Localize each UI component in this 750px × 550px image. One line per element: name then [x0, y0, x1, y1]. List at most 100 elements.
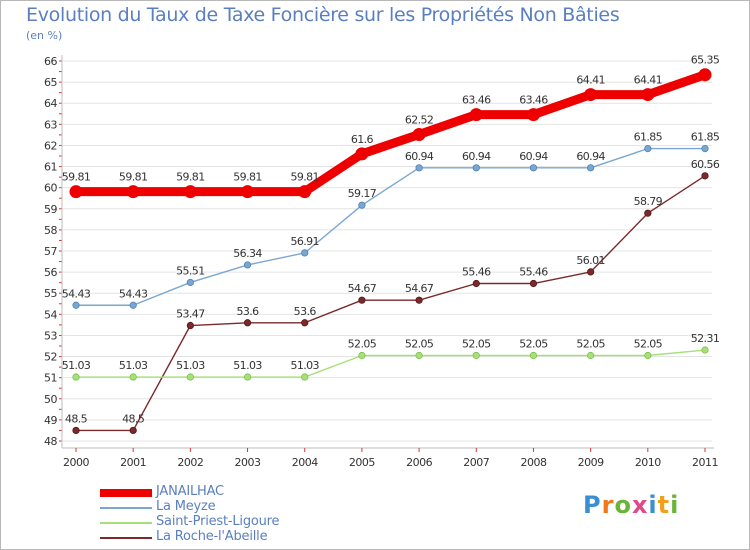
data-point — [243, 373, 252, 381]
series-line-3 — [75, 175, 706, 432]
data-point — [186, 278, 194, 287]
data-point — [526, 108, 540, 122]
data-label: 59.81 — [62, 171, 91, 184]
y-tick-label: 54 — [44, 308, 57, 321]
data-label: 52.05 — [405, 338, 434, 351]
data-label: 64.41 — [634, 74, 663, 87]
x-tick-label: 2001 — [120, 456, 146, 469]
legend-label: Saint-Priest-Ligoure — [156, 514, 280, 529]
data-point — [358, 201, 366, 209]
unit-label: (en %) — [26, 29, 63, 42]
y-tick-label: 65 — [44, 76, 57, 89]
data-point — [129, 426, 137, 435]
data-label: 59.81 — [119, 171, 148, 184]
data-label: 54.43 — [62, 287, 91, 300]
data-label: 48.5 — [65, 412, 88, 425]
data-point — [355, 147, 369, 161]
data-point — [644, 145, 652, 153]
data-label: 63.46 — [519, 94, 548, 107]
logo-letter: o — [614, 491, 632, 519]
data-point — [301, 249, 309, 257]
data-label: 52.05 — [519, 338, 548, 351]
data-label: 61.85 — [634, 131, 663, 144]
x-tick-label: 2009 — [578, 456, 604, 469]
data-point — [126, 185, 140, 199]
x-tick-label: 2003 — [235, 456, 261, 469]
data-point — [529, 351, 538, 360]
data-label: 59.81 — [290, 171, 319, 184]
data-label: 53.47 — [176, 308, 205, 321]
data-label: 55.51 — [176, 264, 205, 277]
data-point — [183, 185, 197, 199]
legend-swatch-janailhac — [100, 489, 152, 497]
logo-letter: i — [648, 491, 658, 519]
x-tick-label: 2008 — [520, 456, 546, 469]
legend-swatch-saint-priest-ligoure — [100, 522, 152, 524]
data-label: 65.35 — [691, 54, 720, 67]
data-label: 51.03 — [62, 359, 91, 372]
data-point — [243, 319, 252, 327]
data-label: 59.17 — [348, 187, 377, 200]
data-point — [358, 351, 366, 360]
data-point — [472, 279, 480, 288]
data-point — [241, 185, 255, 199]
data-label: 52.05 — [462, 338, 491, 351]
data-point — [644, 209, 652, 217]
legend-label: La Roche-l'Abeille — [156, 529, 268, 544]
series-line-0 — [71, 70, 710, 197]
x-tick-label: 2011 — [692, 456, 718, 469]
data-label: 51.03 — [176, 359, 205, 372]
y-tick-label: 64 — [44, 97, 57, 110]
data-point — [698, 68, 712, 82]
series-layer — [69, 68, 712, 435]
y-tick-label: 53 — [44, 329, 57, 342]
data-label: 51.03 — [290, 359, 319, 372]
data-label: 59.81 — [176, 171, 205, 184]
data-point — [72, 426, 80, 435]
data-point — [72, 373, 80, 381]
data-label: 63.46 — [462, 94, 491, 107]
data-label: 52.31 — [691, 332, 720, 345]
legend-item-saint-priest-ligoure: Saint-Priest-Ligoure — [100, 514, 400, 530]
legend-label: JANAILHAC — [156, 484, 224, 499]
data-label: 52.05 — [634, 338, 663, 351]
data-label: 54.43 — [119, 287, 148, 300]
data-point — [415, 164, 423, 172]
logo-letter: i — [670, 491, 680, 519]
data-label: 52.05 — [576, 338, 605, 351]
x-tick-label: 2007 — [463, 456, 489, 469]
y-tick-label: 58 — [44, 224, 57, 237]
data-point — [587, 268, 595, 276]
data-label: 55.46 — [519, 266, 548, 279]
series-line-2 — [75, 349, 706, 378]
y-tick-label: 59 — [44, 203, 57, 216]
legend-swatch-la-roche-labeille — [100, 537, 152, 539]
y-tick-label: 57 — [44, 245, 57, 258]
data-label: 60.94 — [576, 150, 605, 163]
data-point — [701, 346, 709, 354]
data-label: 53.6 — [236, 305, 259, 318]
y-tick-label: 55 — [44, 287, 57, 300]
data-label: 51.03 — [119, 359, 148, 372]
data-point — [129, 301, 137, 309]
data-point — [69, 185, 83, 199]
data-point — [472, 164, 480, 172]
data-point — [129, 373, 137, 381]
data-label: 56.01 — [576, 254, 605, 267]
legend-item-la-roche-labeille: La Roche-l'Abeille — [100, 529, 400, 545]
y-tick-label: 66 — [44, 55, 57, 68]
y-tick-label: 52 — [44, 351, 57, 364]
x-tick-label: 2002 — [177, 456, 203, 469]
data-point — [186, 321, 194, 330]
data-label: 53.6 — [294, 305, 317, 318]
data-label: 60.56 — [691, 158, 720, 171]
legend-label: La Meyze — [156, 499, 216, 514]
data-label: 64.41 — [576, 74, 605, 87]
x-tick-label: 2004 — [292, 456, 318, 469]
data-label: 60.94 — [405, 150, 434, 163]
data-label: 54.67 — [348, 282, 377, 295]
y-tick-label: 61 — [44, 161, 57, 174]
logo-letter: P — [583, 491, 602, 519]
legend-item-janailhac: JANAILHAC — [100, 484, 400, 500]
data-point — [584, 88, 598, 102]
